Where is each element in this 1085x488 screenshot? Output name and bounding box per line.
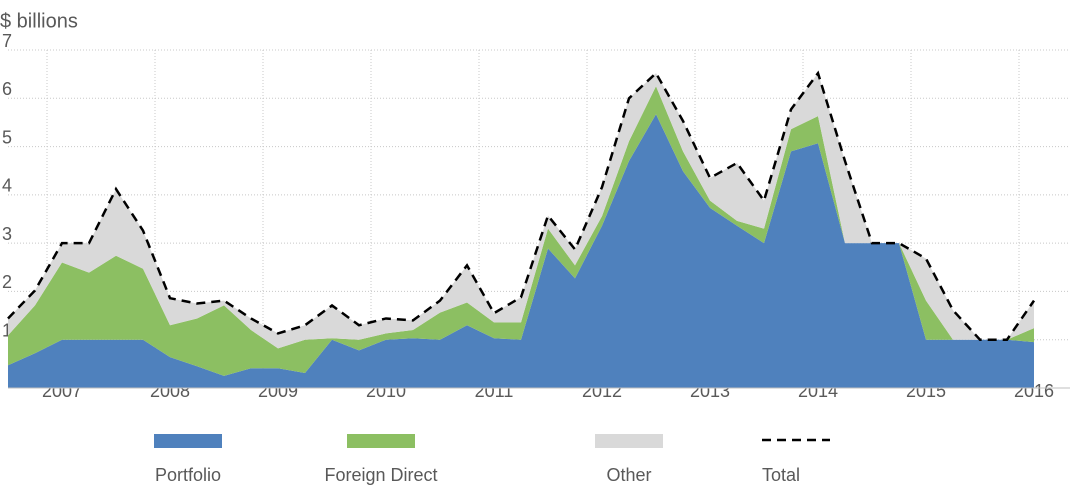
legend-label: Portfolio xyxy=(155,465,221,485)
y-tick-label: 1 xyxy=(2,320,12,340)
y-tick-label: 3 xyxy=(2,224,12,244)
y-tick-label: 4 xyxy=(2,176,12,196)
y-tick-label: 6 xyxy=(2,79,12,99)
legend-label: Other xyxy=(606,465,651,485)
y-tick-label: 7 xyxy=(2,31,12,51)
legend-label: Foreign Direct xyxy=(324,465,437,485)
legend-swatch xyxy=(347,434,415,448)
legend-swatch xyxy=(154,434,222,448)
legend-swatch xyxy=(595,434,663,448)
chart-title: $ billions xyxy=(0,10,78,32)
y-tick-label: 2 xyxy=(2,272,12,292)
y-tick-label: 5 xyxy=(2,127,12,147)
area xyxy=(8,114,1034,388)
total-line xyxy=(7,70,1036,341)
legend-label: Total xyxy=(762,465,800,485)
